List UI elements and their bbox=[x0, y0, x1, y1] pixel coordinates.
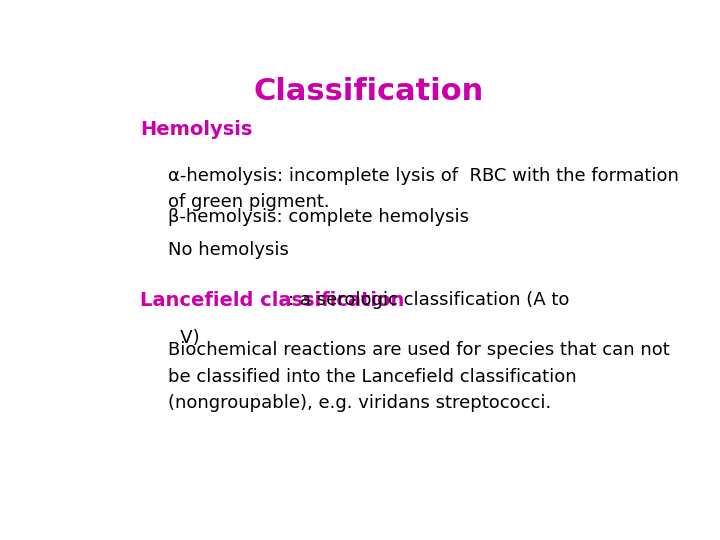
Text: No hemolysis: No hemolysis bbox=[168, 241, 289, 259]
Text: α-hemolysis: incomplete lysis of  RBC with the formation
of green pigment.: α-hemolysis: incomplete lysis of RBC wit… bbox=[168, 167, 679, 211]
Text: Lancefield classification: Lancefield classification bbox=[140, 292, 405, 310]
Text: V): V) bbox=[163, 329, 199, 347]
Text: Hemolysis: Hemolysis bbox=[140, 120, 253, 139]
Text: Biochemical reactions are used for species that can not
be classified into the L: Biochemical reactions are used for speci… bbox=[168, 341, 670, 412]
Text: Classification: Classification bbox=[254, 77, 484, 106]
Text: : a serologic classification (A to: : a serologic classification (A to bbox=[288, 292, 570, 309]
Text: β-hemolysis: complete hemolysis: β-hemolysis: complete hemolysis bbox=[168, 207, 469, 226]
